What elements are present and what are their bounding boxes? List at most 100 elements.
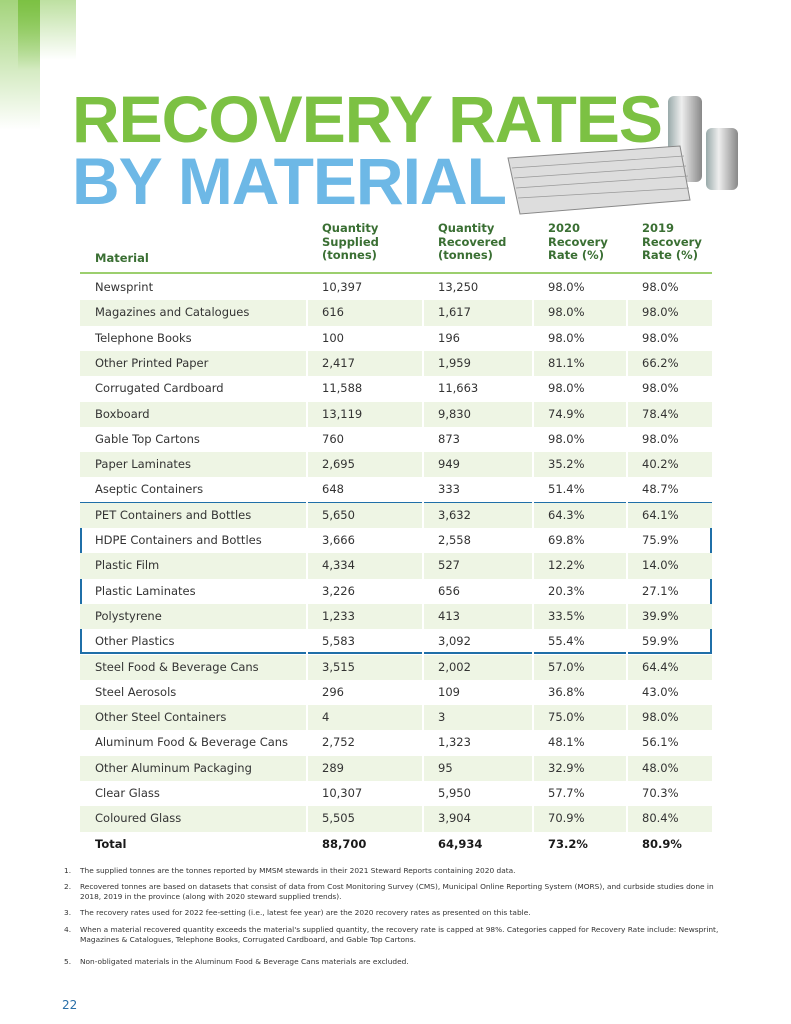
column-divider — [626, 654, 628, 680]
footnote-text: The recovery rates used for 2022 fee-set… — [80, 908, 531, 917]
table-cell: 80.9% — [642, 836, 682, 851]
column-divider — [422, 679, 424, 706]
table-cell: 57.7% — [548, 786, 585, 800]
column-divider — [626, 806, 628, 832]
table-cell: Polystyrene — [95, 608, 162, 623]
table-row: Gable Top Cartons 760 873 98.0% 98.0% — [80, 426, 712, 453]
footnote-number: 4. — [64, 925, 72, 934]
column-divider — [306, 781, 308, 807]
column-divider — [626, 679, 628, 706]
column-divider — [532, 831, 534, 857]
table-cell: 57.0% — [548, 659, 585, 674]
column-divider — [626, 603, 628, 630]
column-divider — [532, 325, 534, 351]
decoration — [0, 0, 738, 215]
column-divider — [532, 806, 534, 832]
table-cell: 289 — [322, 760, 344, 775]
table-cell: 11,588 — [322, 381, 363, 396]
table-cell: 73.2% — [548, 836, 588, 851]
table-cell: 656 — [438, 583, 460, 598]
table-cell: 100 — [322, 330, 344, 345]
table-cell: 48.1% — [548, 735, 585, 750]
table-cell: 69.8% — [548, 533, 585, 547]
table-cell: Other Steel Containers — [95, 710, 227, 725]
table-row: HDPE Containers and Bottles 3,666 2,558 69.… — [80, 528, 712, 554]
table-cell: 98.0% — [548, 330, 585, 345]
table-cell: 13,250 — [438, 280, 479, 294]
table-cell: 5,505 — [322, 811, 355, 826]
column-divider — [422, 275, 424, 301]
table-cell: 949 — [438, 457, 460, 472]
column-divider — [532, 350, 534, 377]
table-cell: 64.4% — [642, 659, 679, 674]
table-row: Corrugated Cardboard 11,588 11,663 98.0% 98.… — [80, 376, 712, 402]
column-divider — [422, 806, 424, 832]
column-divider — [422, 528, 424, 554]
column-header: Quantity Supplied (tonnes) — [322, 221, 379, 262]
table-cell: 88,700 — [322, 836, 367, 851]
column-divider — [422, 376, 424, 402]
table-cell: Corrugated Cardboard — [95, 381, 224, 396]
table-cell: 527 — [438, 558, 460, 573]
table-cell: 4,334 — [322, 558, 355, 573]
table-cell: 35.2% — [548, 457, 585, 472]
column-divider — [626, 705, 628, 731]
column-divider — [422, 300, 424, 326]
column-divider — [626, 452, 628, 478]
table-row: Boxboard 13,119 9,830 74.9% 78.4% — [80, 401, 712, 427]
table-cell: Telephone Books — [95, 330, 192, 345]
table-cell: 13,119 — [322, 406, 363, 421]
column-divider — [532, 654, 534, 680]
table-cell: 2,002 — [438, 659, 471, 674]
table-cell: 14.0% — [642, 558, 679, 573]
column-divider — [532, 376, 534, 402]
table-cell: 2,752 — [322, 735, 355, 750]
table-cell: 5,583 — [322, 634, 355, 649]
column-divider — [626, 477, 628, 503]
table-cell: 1,959 — [438, 355, 471, 370]
table-cell: 33.5% — [548, 608, 585, 623]
table-cell: 4 — [322, 710, 330, 725]
footnote-text: When a material recovered quantity excee… — [80, 925, 719, 944]
column-divider — [532, 629, 534, 655]
table-cell: 39.9% — [642, 608, 679, 623]
table-cell: 32.9% — [548, 760, 585, 775]
column-divider — [626, 502, 628, 528]
table-cell: 56.1% — [642, 735, 679, 750]
table-cell: HDPE Containers and Bottles — [95, 533, 262, 547]
table-cell: 64.1% — [642, 507, 679, 522]
table-cell: 11,663 — [438, 381, 479, 396]
table-cell: 98.0% — [548, 381, 585, 396]
column-divider — [626, 755, 628, 781]
column-divider — [422, 705, 424, 731]
table-cell: Plastic Laminates — [95, 583, 196, 598]
table-cell: 66.2% — [642, 355, 679, 370]
table-cell: Aluminum Food & Beverage Cans — [95, 735, 289, 750]
footnote-number: 3. — [64, 908, 72, 917]
column-divider — [306, 553, 308, 579]
table-cell: 98.0% — [642, 431, 679, 446]
column-divider — [306, 376, 308, 402]
column-divider — [422, 831, 424, 857]
column-divider — [422, 477, 424, 503]
table-row: Aluminum Food & Beverage Cans 2,752 1,323 4… — [80, 730, 712, 756]
column-divider — [532, 452, 534, 478]
column-divider — [532, 528, 534, 554]
column-divider — [306, 325, 308, 351]
table-row: Magazines and Catalogues 616 1,617 98.0% 98.… — [80, 300, 712, 326]
table-cell: 98.0% — [642, 710, 679, 725]
column-divider — [306, 401, 308, 427]
table-cell: 70.3% — [642, 786, 679, 800]
column-divider — [306, 603, 308, 630]
column-divider — [306, 679, 308, 706]
table-row: Aseptic Containers 648 333 51.4% 48.7% — [80, 477, 712, 503]
table-cell: 78.4% — [642, 406, 679, 421]
column-divider — [422, 553, 424, 579]
column-divider — [422, 325, 424, 351]
column-divider — [306, 755, 308, 781]
footnote-number: 2. — [64, 882, 72, 891]
column-divider — [532, 553, 534, 579]
table-cell: 64,934 — [438, 836, 483, 851]
table-cell: 55.4% — [548, 634, 585, 649]
